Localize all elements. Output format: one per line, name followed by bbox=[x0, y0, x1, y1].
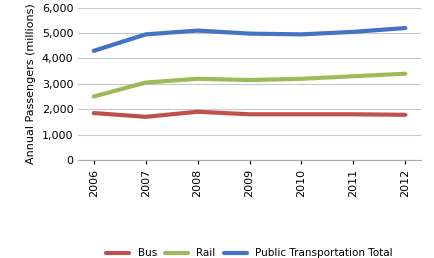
Line: Rail: Rail bbox=[94, 74, 405, 96]
Public Transportation Total bbox=[195, 29, 200, 32]
Line: Bus: Bus bbox=[94, 112, 405, 117]
Rail bbox=[143, 81, 148, 84]
Rail bbox=[351, 75, 356, 78]
Rail bbox=[299, 77, 304, 80]
Bus bbox=[299, 113, 304, 116]
Bus bbox=[403, 113, 408, 116]
Bus bbox=[195, 110, 200, 113]
Bus bbox=[351, 113, 356, 116]
Rail bbox=[247, 78, 252, 82]
Bus bbox=[91, 111, 96, 115]
Bus bbox=[247, 113, 252, 116]
Bus bbox=[143, 115, 148, 118]
Public Transportation Total bbox=[403, 27, 408, 30]
Line: Public Transportation Total: Public Transportation Total bbox=[94, 28, 405, 51]
Rail bbox=[91, 95, 96, 98]
Public Transportation Total bbox=[143, 33, 148, 36]
Rail bbox=[195, 77, 200, 80]
Public Transportation Total bbox=[247, 32, 252, 35]
Public Transportation Total bbox=[91, 49, 96, 52]
Legend: Bus, Rail, Public Transportation Total: Bus, Rail, Public Transportation Total bbox=[102, 244, 397, 258]
Y-axis label: Annual Passengers (millions): Annual Passengers (millions) bbox=[26, 3, 36, 164]
Public Transportation Total bbox=[351, 30, 356, 33]
Public Transportation Total bbox=[299, 33, 304, 36]
Rail bbox=[403, 72, 408, 75]
